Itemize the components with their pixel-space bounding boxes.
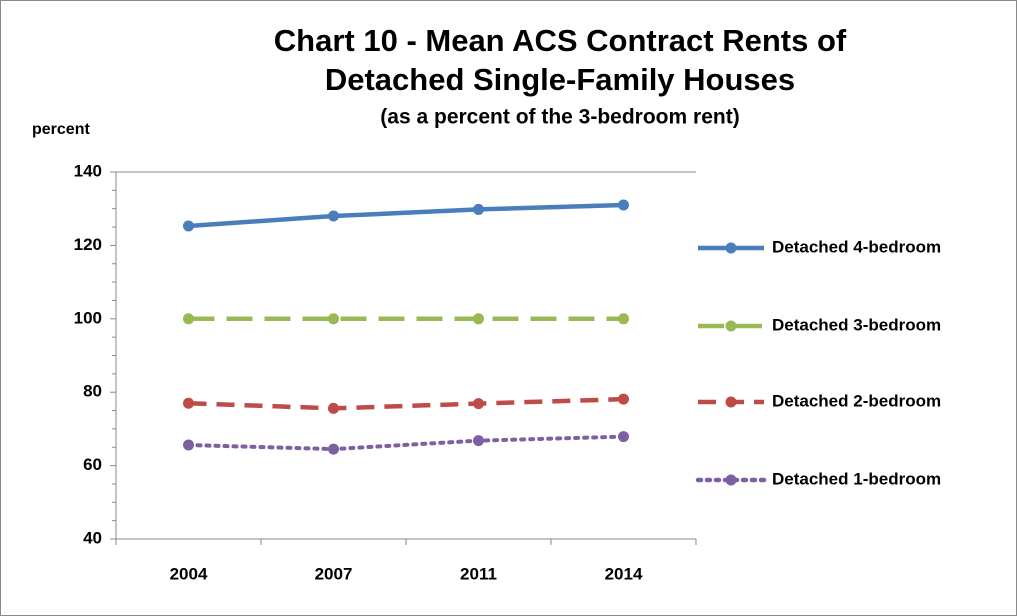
y-tick-label: 80 <box>83 382 102 401</box>
y-tick-label: 40 <box>83 528 102 547</box>
chart-subtitle: (as a percent of the 3-bedroom rent) <box>380 106 739 129</box>
x-tick-label: 2007 <box>315 564 353 583</box>
y-tick-label: 120 <box>74 235 102 254</box>
marker <box>473 398 484 410</box>
legend-label: Detached 1-bedroom <box>772 469 941 488</box>
marker <box>328 443 339 455</box>
chart-title: Detached Single-Family Houses <box>325 62 795 97</box>
x-tick-label: 2004 <box>170 564 208 583</box>
marker <box>328 210 339 222</box>
legend-label: Detached 4-bedroom <box>772 237 941 256</box>
y-tick-label: 60 <box>83 455 102 474</box>
x-tick-label: 2011 <box>460 564 497 583</box>
marker <box>473 313 484 325</box>
marker <box>183 313 194 325</box>
y-axis-label: percent <box>32 121 90 138</box>
legend-marker <box>725 242 737 254</box>
legend-label: Detached 2-bedroom <box>772 391 941 410</box>
series-line <box>188 396 624 411</box>
marker <box>183 397 194 409</box>
y-tick-label: 100 <box>74 308 102 327</box>
x-tick-label: 2014 <box>605 564 643 583</box>
marker <box>618 199 629 211</box>
legend-marker <box>725 396 737 408</box>
marker <box>328 313 339 325</box>
legend-label: Detached 3-bedroom <box>772 315 941 334</box>
marker <box>183 439 194 451</box>
series-line <box>188 202 624 229</box>
marker <box>473 435 484 447</box>
marker <box>618 393 629 405</box>
marker <box>618 313 629 325</box>
chart-title: Chart 10 - Mean ACS Contract Rents of <box>274 23 847 58</box>
y-tick-label: 140 <box>74 161 102 180</box>
marker <box>618 431 629 443</box>
marker <box>473 203 484 215</box>
marker <box>328 402 339 414</box>
series-line <box>186 434 626 452</box>
marker <box>183 220 194 232</box>
legend-marker <box>725 474 737 486</box>
legend-marker <box>725 320 737 332</box>
